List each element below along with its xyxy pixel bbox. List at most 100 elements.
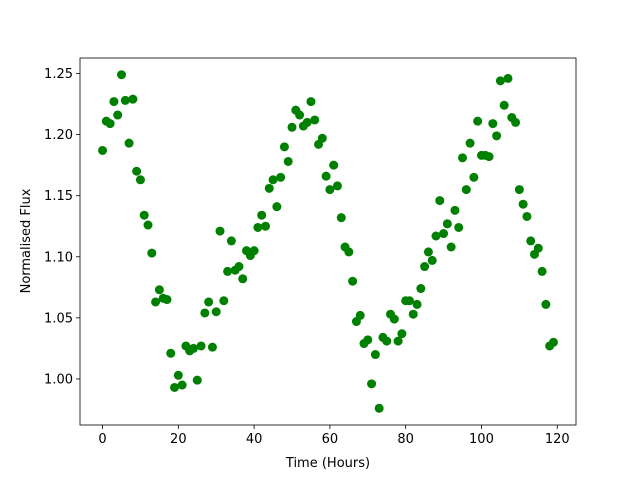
point <box>420 262 430 272</box>
point <box>526 236 536 246</box>
point <box>533 243 543 253</box>
point <box>192 375 202 385</box>
point <box>344 247 354 257</box>
point <box>458 153 468 163</box>
point <box>132 166 142 176</box>
point <box>295 110 305 120</box>
point <box>454 222 464 232</box>
point <box>223 266 233 276</box>
point <box>204 297 214 307</box>
point <box>397 329 407 339</box>
point <box>287 122 297 132</box>
y-tick-label: 1.05 <box>44 311 73 326</box>
point <box>162 295 172 305</box>
point <box>404 296 414 306</box>
point <box>374 403 384 413</box>
point <box>128 94 138 104</box>
point <box>113 110 123 120</box>
point <box>495 76 505 86</box>
point <box>215 226 225 236</box>
point <box>423 247 433 257</box>
point <box>412 299 422 309</box>
point <box>370 350 380 360</box>
plot-area <box>80 58 576 425</box>
point <box>151 297 161 307</box>
point <box>321 171 331 181</box>
point <box>492 131 502 141</box>
x-tick-label: 40 <box>246 432 263 447</box>
point <box>257 210 267 220</box>
point <box>469 172 479 182</box>
point <box>310 115 320 125</box>
point <box>367 379 377 389</box>
point <box>511 117 521 127</box>
point <box>473 116 483 126</box>
point <box>154 285 164 295</box>
point <box>427 255 437 265</box>
y-tick-label: 1.10 <box>44 250 73 265</box>
point <box>537 266 547 276</box>
point <box>105 119 115 129</box>
point <box>98 145 108 155</box>
point <box>317 133 327 143</box>
point <box>503 73 513 83</box>
point <box>260 221 270 231</box>
point <box>329 160 339 170</box>
axes-frame <box>79 57 577 426</box>
point <box>207 342 217 352</box>
point <box>408 309 418 319</box>
point <box>416 284 426 294</box>
point <box>268 175 278 185</box>
point <box>253 222 263 232</box>
y-tick-label: 1.20 <box>44 128 73 143</box>
point <box>348 276 358 286</box>
point <box>548 337 558 347</box>
point <box>488 119 498 129</box>
point <box>147 248 157 258</box>
point <box>238 274 248 284</box>
point <box>116 70 126 80</box>
point <box>234 262 244 272</box>
point <box>484 152 494 162</box>
x-tick-label: 120 <box>545 432 570 447</box>
x-tick-label: 80 <box>397 432 414 447</box>
point <box>325 185 335 195</box>
point <box>518 199 528 209</box>
point <box>170 382 180 392</box>
point <box>514 185 524 195</box>
x-tick-label: 0 <box>98 432 106 447</box>
point <box>439 229 449 239</box>
point <box>461 185 471 195</box>
point <box>355 310 365 320</box>
point <box>446 242 456 252</box>
point <box>363 335 373 345</box>
point <box>249 246 259 256</box>
point <box>196 341 206 351</box>
point <box>166 348 176 358</box>
point <box>109 97 119 107</box>
y-axis-label: Normalised Flux <box>19 188 34 293</box>
point <box>302 117 312 127</box>
point <box>306 97 316 107</box>
point <box>283 156 293 166</box>
point <box>272 202 282 212</box>
point <box>135 175 145 185</box>
point <box>200 308 210 318</box>
x-axis-label: Time (Hours) <box>285 456 370 471</box>
y-tick-label: 1.25 <box>44 67 73 82</box>
point <box>120 95 130 105</box>
point <box>264 183 274 193</box>
x-tick-label: 20 <box>170 432 187 447</box>
point <box>177 380 187 390</box>
y-tick-label: 1.15 <box>44 189 73 204</box>
x-tick-label: 100 <box>469 432 494 447</box>
point <box>541 299 551 309</box>
point <box>124 138 134 148</box>
point <box>499 100 509 110</box>
point <box>336 213 346 223</box>
point <box>173 370 183 380</box>
point <box>139 210 149 220</box>
point <box>279 142 289 152</box>
point <box>450 205 460 215</box>
